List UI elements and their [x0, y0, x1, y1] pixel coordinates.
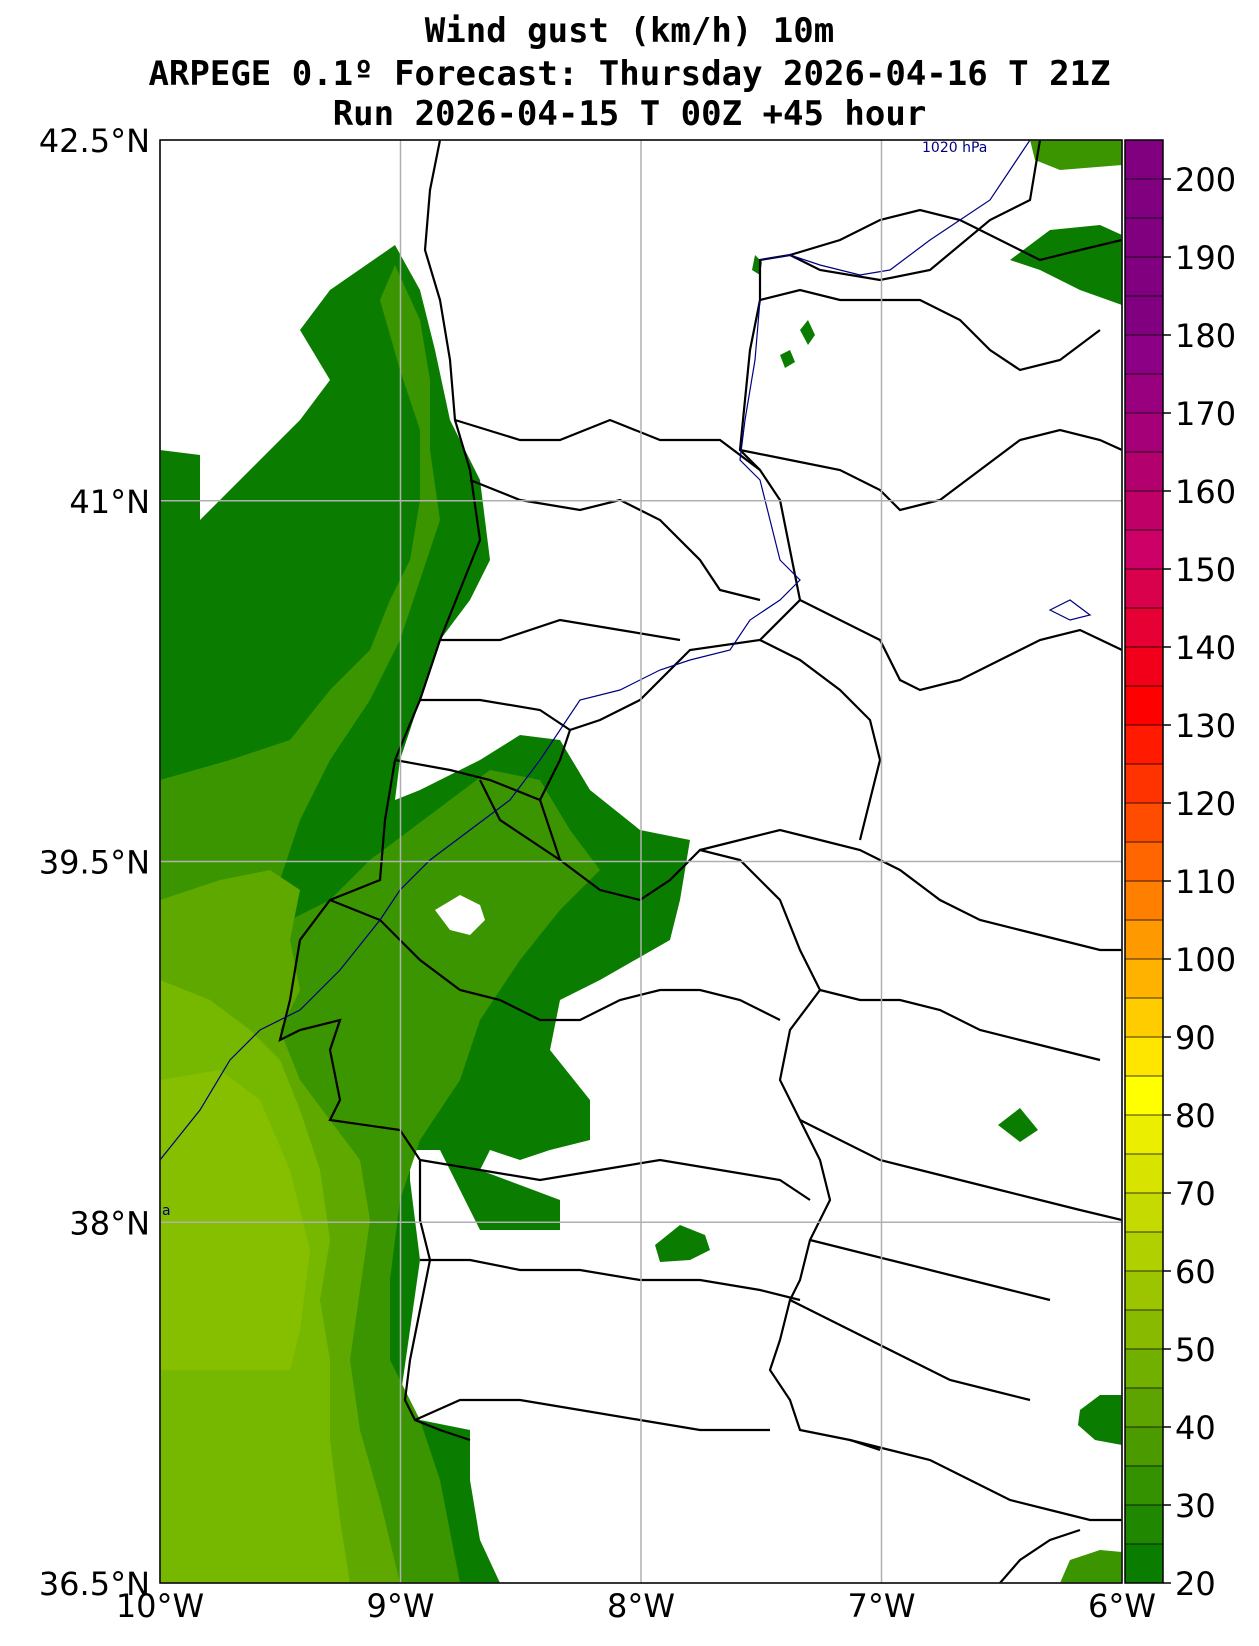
- colorbar-tick-label: 160: [1175, 473, 1236, 511]
- wind-hole: [435, 895, 485, 935]
- wind-patch-corner: [1060, 1550, 1122, 1583]
- colorbar-segment: [1125, 1076, 1163, 1116]
- colorbar-segment: [1125, 530, 1163, 570]
- wind-field-55-60: [160, 1070, 310, 1370]
- plot-frame: [159, 139, 1123, 1584]
- colorbar-segment: [1125, 764, 1163, 804]
- colorbar-segment: [1125, 491, 1163, 531]
- colorbar-tick-label: 200: [1175, 161, 1236, 199]
- colorbar-segment: [1125, 179, 1163, 219]
- colorbar-segment: [1125, 1427, 1163, 1467]
- colorbar-tick-label: 90: [1175, 1019, 1216, 1057]
- colorbar-segment: [1125, 296, 1163, 336]
- title-line-1: Wind gust (km/h) 10m: [424, 11, 835, 51]
- colorbar-segment: [1125, 725, 1163, 765]
- colorbar-tick-label: 130: [1175, 707, 1236, 745]
- colorbar-segment: [1125, 1037, 1163, 1077]
- colorbar-segment: [1125, 1505, 1163, 1545]
- colorbar-segment: [1125, 1271, 1163, 1311]
- lon-tick-label: 7°W: [848, 1587, 916, 1625]
- colorbar-segment: [1125, 803, 1163, 843]
- title-line-2: ARPEGE 0.1º Forecast: Thursday 2026-04-1…: [148, 54, 1111, 94]
- colorbar-tick-label: 110: [1175, 863, 1236, 901]
- colorbar-segment: [1125, 959, 1163, 999]
- colorbar-tick-label: 40: [1175, 1409, 1216, 1447]
- lat-tick-label: 39.5°N: [39, 844, 150, 882]
- isobar-label-small: a: [162, 1203, 171, 1219]
- colorbar-segment: [1125, 335, 1163, 375]
- colorbar-segment: [1125, 569, 1163, 609]
- colorbar-segment: [1125, 413, 1163, 453]
- colorbar-segment: [1125, 1232, 1163, 1272]
- axis-tick-labels: 10°W 9°W 8°W 7°W 6°W 42.5°N 41°N 39.5°N 38°N 36.5…: [39, 122, 1156, 1625]
- title-line-3: Run 2026-04-15 T 00Z +45 hour: [332, 94, 927, 134]
- lat-tick-label: 38°N: [69, 1204, 150, 1242]
- wind-patch-small2: [800, 320, 815, 345]
- wind-patch-se2: [1078, 1395, 1122, 1445]
- colorbar-segment: [1125, 140, 1163, 180]
- colorbar-segment: [1125, 1310, 1163, 1350]
- colorbar-segment: [1125, 1349, 1163, 1389]
- isobar-1020: [759, 140, 1031, 276]
- colorbar-segment: [1125, 374, 1163, 414]
- colorbar: 20 30 40 50 60 70 80 90 100 110 120 130 140 150 160 170…: [1124, 139, 1236, 1603]
- wind-patch-sw: [655, 1225, 710, 1262]
- colorbar-tick-label: 180: [1175, 317, 1236, 355]
- colorbar-tick-label: 30: [1175, 1487, 1216, 1525]
- colorbar-segment: [1125, 1193, 1163, 1233]
- wind-gust-fill: [160, 140, 1122, 1583]
- coastline-borders: [278, 140, 1122, 1583]
- colorbar-frame: [1124, 139, 1164, 1584]
- pt-es-border: [538, 140, 1042, 1452]
- colorbar-tick-label: 170: [1175, 395, 1236, 433]
- colorbar-tick-label: 100: [1175, 941, 1236, 979]
- colorbar-tick-label: 70: [1175, 1175, 1216, 1213]
- colorbar-tick-label: 120: [1175, 785, 1236, 823]
- colorbar-segment: [1125, 647, 1163, 687]
- colorbar-segment: [1125, 218, 1163, 258]
- colorbar-segment: [1125, 686, 1163, 726]
- lat-tick-label: 36.5°N: [39, 1565, 150, 1603]
- colorbar-tick-label: 20: [1175, 1565, 1216, 1603]
- lon-tick-label: 8°W: [607, 1587, 675, 1625]
- colorbar-segment: [1125, 1544, 1163, 1584]
- wind-patch-se: [998, 1108, 1038, 1142]
- colorbar-tick-label: 80: [1175, 1097, 1216, 1135]
- wind-patch-ne2: [1010, 225, 1122, 305]
- colorbar-segment: [1125, 257, 1163, 297]
- colorbar-segment: [1125, 1388, 1163, 1428]
- lon-tick-label: 6°W: [1088, 1587, 1156, 1625]
- colorbar-segment: [1125, 1115, 1163, 1155]
- colorbar-segment: [1125, 1154, 1163, 1194]
- isobar-label: 1020 hPa: [922, 140, 987, 156]
- lon-tick-label: 10°W: [116, 1587, 204, 1625]
- colorbar-tick-label: 140: [1175, 629, 1236, 667]
- lat-tick-label: 41°N: [69, 483, 150, 521]
- colorbar-tick-label: 150: [1175, 551, 1236, 589]
- colorbar-segment: [1125, 881, 1163, 921]
- colorbar-tick-label: 60: [1175, 1253, 1216, 1291]
- wind-patch-ne: [1030, 140, 1122, 170]
- colorbar-tick-label: 50: [1175, 1331, 1216, 1369]
- coastline: [278, 140, 482, 1442]
- colorbar-segment: [1125, 452, 1163, 492]
- colorbar-segment: [1125, 842, 1163, 882]
- wind-patch-small3: [780, 350, 795, 368]
- lat-tick-label: 42.5°N: [39, 122, 150, 160]
- colorbar-segment: [1125, 608, 1163, 648]
- colorbar-segment: [1125, 998, 1163, 1038]
- lon-tick-label: 9°W: [367, 1587, 435, 1625]
- colorbar-tick-label: 190: [1175, 239, 1236, 277]
- colorbar-segment: [1125, 1466, 1163, 1506]
- colorbar-segment: [1125, 920, 1163, 960]
